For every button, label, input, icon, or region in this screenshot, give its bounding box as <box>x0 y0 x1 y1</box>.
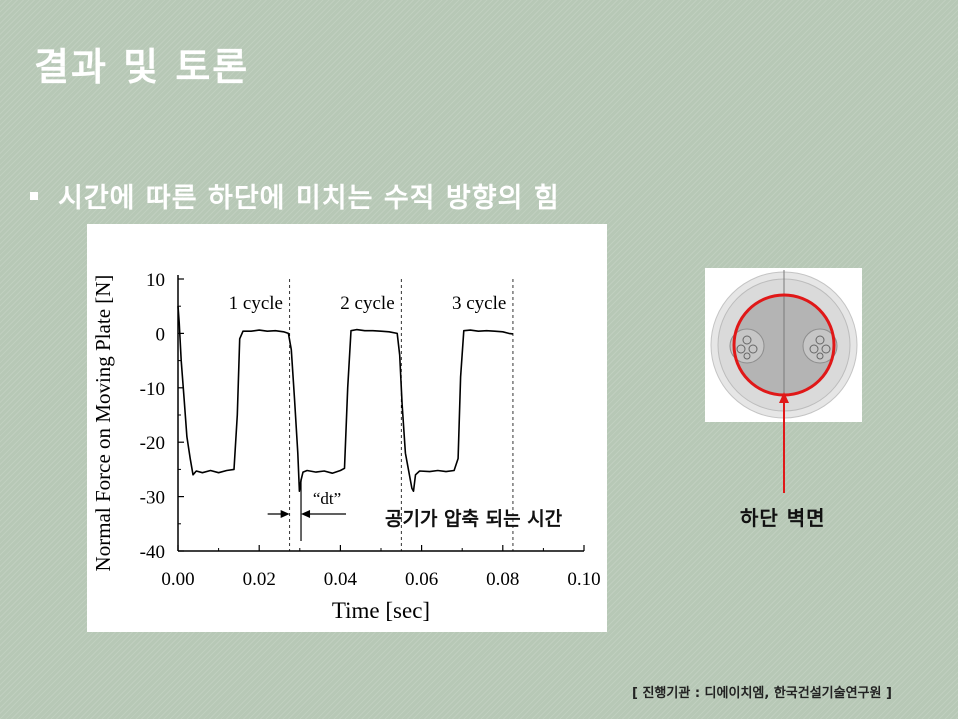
x-tick-label: 0.02 <box>243 569 276 590</box>
dt-left-arrowhead-icon <box>280 510 290 518</box>
cycle-label: 2 cycle <box>340 293 394 314</box>
dt-label: “dt” <box>313 489 341 508</box>
y-tick-label: -20 <box>140 433 165 454</box>
right-port-hole-icon <box>821 344 831 354</box>
left-port-shape <box>729 328 765 364</box>
cycle-label: 3 cycle <box>452 293 506 314</box>
cycle-label: 1 cycle <box>229 293 283 314</box>
bottom-wall-label: 하단 벽면 <box>740 506 826 530</box>
y-tick-label: 0 <box>156 324 166 345</box>
right-port-hole-icon <box>816 352 824 360</box>
footer-credit: [ 진행기관 : 디에이치엠, 한국건설기술연구원 ] <box>632 686 892 701</box>
left-port-hole-icon <box>748 344 758 354</box>
slide-subtitle: 시간에 따른 하단에 미치는 수직 방향의 힘 <box>58 183 560 214</box>
compression-time-annotation: 공기가 압축 되는 시간 <box>385 508 563 530</box>
x-tick-label: 0.06 <box>405 569 438 590</box>
dt-right-arrowhead-icon <box>301 510 311 518</box>
y-axis-title: Normal Force on Moving Plate [N] <box>91 275 115 572</box>
x-tick-label: 0.00 <box>161 569 194 590</box>
x-tick-label: 0.04 <box>324 569 358 590</box>
subtitle-row: 시간에 따른 하단에 미치는 수직 방향의 힘 <box>30 176 560 215</box>
slide-title: 결과 및 토론 <box>34 45 250 89</box>
chart-canvas: 0.00 0.02 0.04 0.06 0.08 0.10 10 0 -10 -20 -30 -40 1… <box>91 270 601 623</box>
bottom-wall-diagram <box>705 268 862 422</box>
right-port-hole-icon <box>809 344 819 354</box>
y-tick-label: -30 <box>140 488 165 509</box>
force-series-line <box>177 306 513 493</box>
x-axis-title: Time [sec] <box>332 598 430 623</box>
left-port-hole-icon <box>743 352 751 360</box>
bullet-square-icon <box>30 191 38 200</box>
left-port-hole-icon <box>736 344 746 354</box>
y-tick-label: 10 <box>146 270 165 291</box>
x-tick-label: 0.10 <box>567 569 600 590</box>
right-port-shape <box>802 328 838 364</box>
right-port-hole-icon <box>815 335 825 345</box>
left-port-hole-icon <box>742 335 752 345</box>
force-time-chart: 0.00 0.02 0.04 0.06 0.08 0.10 10 0 -10 -20 -30 -40 1… <box>87 224 607 632</box>
y-tick-label: -40 <box>140 542 165 563</box>
y-tick-label: -10 <box>140 379 165 400</box>
x-tick-label: 0.08 <box>486 569 519 590</box>
